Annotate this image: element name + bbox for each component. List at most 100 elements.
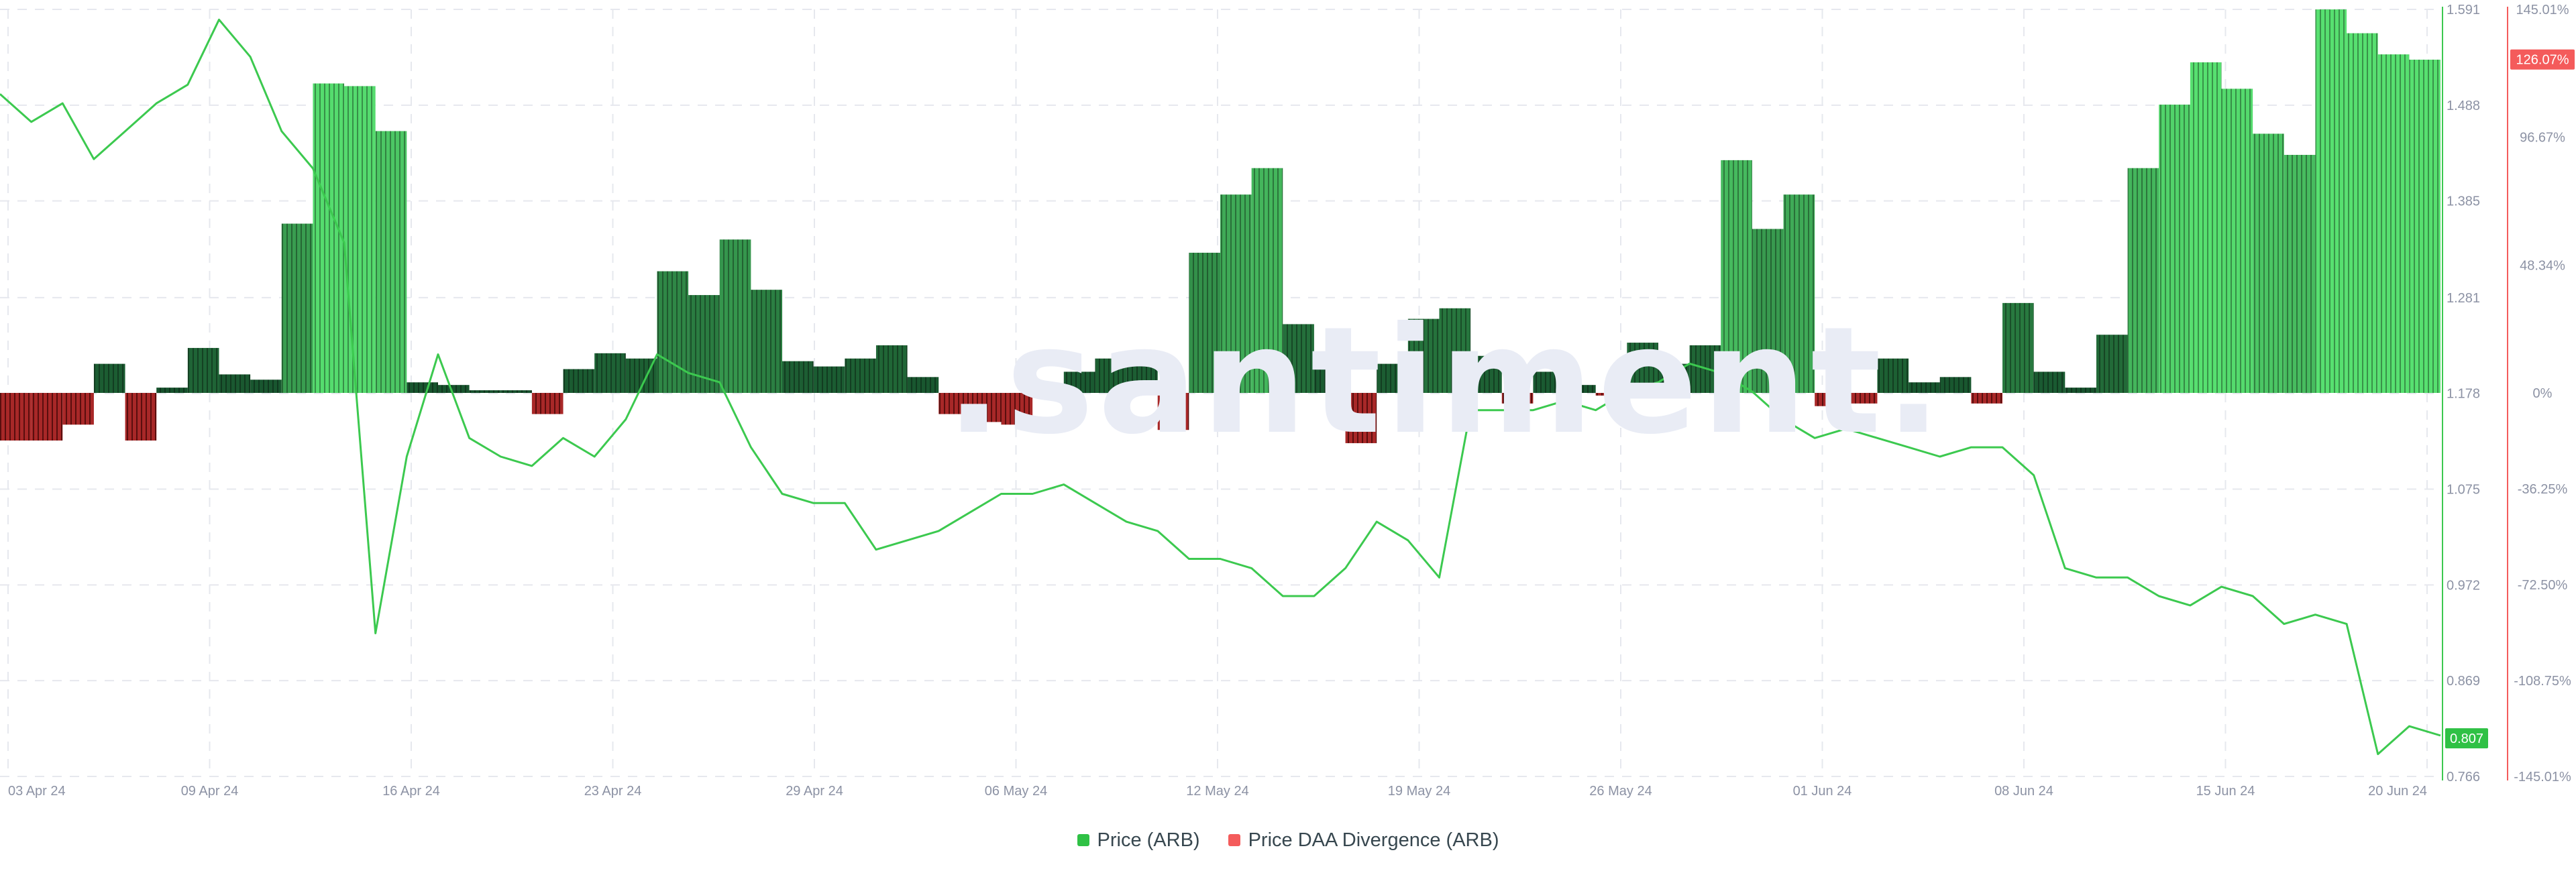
- divergence-bar: [875, 345, 908, 393]
- divergence-bar: [2190, 62, 2222, 394]
- divergence-bar: [813, 366, 845, 393]
- divergence-bar: [1313, 369, 1346, 393]
- divergence-tick-label: 48.34%: [2520, 258, 2565, 273]
- divergence-bar: [2284, 154, 2316, 394]
- divergence-tick-label: 96.67%: [2520, 131, 2565, 145]
- legend-item-divergence[interactable]: Price DAA Divergence (ARB): [1228, 829, 1499, 852]
- price-tick-label: 0.766: [2447, 770, 2480, 784]
- divergence-bar: [281, 223, 313, 393]
- divergence-tick-label: -36.25%: [2518, 482, 2568, 497]
- divergence-bar: [1845, 393, 1878, 404]
- x-tick-label: 09 Apr 24: [181, 784, 239, 799]
- divergence-bar: [782, 361, 814, 393]
- divergence-bar: [1815, 393, 1846, 406]
- x-tick-label: 23 Apr 24: [584, 784, 642, 799]
- divergence-bar: [1063, 371, 1095, 393]
- price-line: [0, 18, 2441, 756]
- divergence-bar: [500, 390, 532, 393]
- divergence-bar: [1157, 393, 1189, 430]
- price-tick-label: 1.178: [2447, 387, 2480, 402]
- divergence-bar: [531, 393, 564, 414]
- divergence-bar: [719, 239, 751, 393]
- divergence-bar: [2315, 9, 2347, 394]
- divergence-bar: [62, 393, 94, 425]
- divergence-bar: [1595, 393, 1627, 396]
- divergence-tick-label: 0%: [2533, 386, 2553, 401]
- divergence-bar: [1439, 308, 1471, 393]
- divergence-bar: [1533, 371, 1565, 393]
- price-tick-label: 1.075: [2447, 483, 2480, 498]
- x-tick-label: 06 May 24: [985, 784, 1047, 799]
- divergence-bar: [1939, 377, 1972, 393]
- legend-item-price[interactable]: Price (ARB): [1077, 829, 1200, 852]
- x-tick-label: 12 May 24: [1186, 784, 1248, 799]
- x-tick-label: 16 Apr 24: [382, 784, 440, 799]
- divergence-current-value: 126.07%: [2516, 53, 2569, 68]
- divergence-swatch-icon: [1228, 834, 1240, 846]
- divergence-bar: [1001, 393, 1033, 425]
- divergence-bar: [219, 374, 251, 393]
- divergence-bar: [437, 385, 470, 393]
- divergence-bar: [1909, 382, 1940, 393]
- price-tick-label: 1.281: [2447, 291, 2480, 306]
- x-tick-label: 08 Jun 24: [1994, 784, 2053, 799]
- divergence-bar: [2065, 388, 2096, 393]
- divergence-bar: [2159, 105, 2190, 393]
- price-tick-label: 0.869: [2447, 674, 2480, 689]
- divergence-bar: [375, 131, 407, 393]
- legend-divergence-label: Price DAA Divergence (ARB): [1248, 829, 1499, 851]
- price-tick-label: 1.488: [2447, 99, 2480, 113]
- divergence-bar: [2347, 33, 2378, 393]
- divergence-bar: [1283, 324, 1314, 393]
- divergence-bar: [1377, 363, 1408, 393]
- x-tick-label: 01 Jun 24: [1793, 784, 1852, 799]
- price-tick-label: 1.591: [2447, 3, 2480, 17]
- x-tick-label: 15 Jun 24: [2196, 784, 2255, 799]
- divergence-bar: [657, 271, 689, 393]
- axis-layer: 03 Apr 24 09 Apr 24 16 Apr 24 23 Apr 24 29 A…: [8, 3, 2575, 799]
- legend: Price (ARB) Price DAA Divergence (ARB): [0, 823, 2576, 857]
- divergence-tick-label: -72.50%: [2518, 578, 2568, 593]
- divergence-bar: [1470, 355, 1502, 393]
- price-current-value: 0.807: [2450, 732, 2483, 746]
- divergence-bar: [1220, 194, 1252, 393]
- divergence-bar: [1095, 358, 1127, 393]
- divergence-bar: [1971, 393, 2003, 404]
- divergence-bar: [2002, 302, 2034, 393]
- divergence-bar: [594, 353, 626, 393]
- x-tick-label: 29 Apr 24: [786, 784, 843, 799]
- price-tick-label: 0.972: [2447, 578, 2480, 593]
- divergence-bar: [2253, 133, 2284, 393]
- divergence-bar: [938, 393, 970, 414]
- divergence-tick-label: 145.01%: [2516, 3, 2569, 17]
- price-swatch-icon: [1077, 834, 1089, 846]
- divergence-bar: [2033, 371, 2065, 393]
- divergence-bar: [1721, 160, 1752, 394]
- divergence-bar: [93, 363, 125, 393]
- divergence-bar: [1564, 385, 1596, 393]
- divergence-tick-label: -145.01%: [2514, 770, 2571, 784]
- divergence-bar: [187, 347, 219, 393]
- divergence-bars: [0, 9, 2440, 443]
- divergence-current-badge: [2510, 49, 2575, 70]
- divergence-bar: [1126, 361, 1158, 393]
- divergence-bar: [845, 358, 876, 393]
- x-tick-label: 20 Jun 24: [2368, 784, 2427, 799]
- santiment-watermark: .santiment.: [946, 295, 1945, 467]
- price-tick-label: 1.385: [2447, 194, 2480, 209]
- divergence-tick-label: -108.75%: [2514, 674, 2571, 689]
- divergence-bar: [344, 86, 376, 393]
- divergence-bar: [1407, 318, 1440, 393]
- price-line-layer: [0, 18, 2441, 756]
- divergence-bar: [2096, 335, 2128, 393]
- divergence-bar: [2127, 168, 2159, 394]
- divergence-bar: [1752, 229, 1784, 393]
- divergence-bar: [1251, 168, 1283, 394]
- divergence-bar: [751, 290, 783, 393]
- divergence-bar: [313, 83, 345, 393]
- x-tick-label: 26 May 24: [1589, 784, 1652, 799]
- x-tick-label: 19 May 24: [1388, 784, 1450, 799]
- price-current-badge: [2445, 728, 2488, 749]
